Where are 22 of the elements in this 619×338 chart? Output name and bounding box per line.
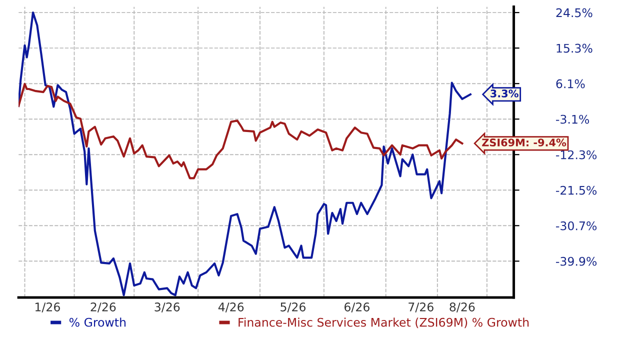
x-tick-label: 5/26 [280, 302, 306, 312]
x-tick-label: 1/26 [36, 302, 60, 312]
x-tick-label: 4/26 [218, 302, 244, 312]
legend-label: % Growth [69, 318, 126, 327]
annotation: ZSI69M: -9.4% [482, 138, 566, 146]
y-tick-label: -12.3% [556, 150, 597, 160]
line-series [18, 12, 472, 296]
y-tick-label: 6.1% [556, 79, 585, 88]
x-tick-label: 6/26 [344, 302, 370, 312]
x-tick-label: 3/26 [154, 302, 180, 312]
y-tick-label: -3.1% [556, 114, 590, 124]
legend-label: Finance-Misc Services Market (ZSI69M) % Growth [238, 318, 529, 328]
x-tick-label: 8/26 [450, 302, 475, 312]
y-tick-label: -21.5% [556, 186, 597, 195]
y-tick-label: -39.9% [556, 256, 597, 266]
x-tick-label: 7/26 [408, 302, 434, 312]
y-tick-label: -30.7% [556, 221, 597, 230]
line-series [18, 82, 464, 180]
annotation: 3.3% [490, 90, 518, 98]
y-tick-label: 15.3% [556, 44, 592, 53]
y-tick-label: 24.5% [556, 8, 592, 18]
x-tick-label: 2/26 [90, 302, 116, 312]
